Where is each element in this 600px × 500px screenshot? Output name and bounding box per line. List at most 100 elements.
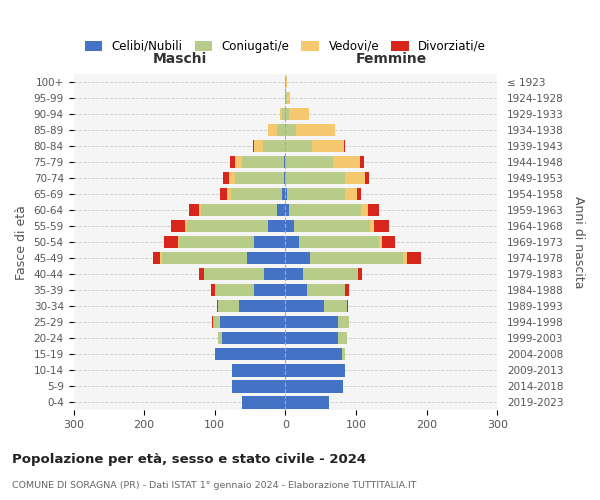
Bar bbox=[218, 332, 222, 344]
Text: Femmine: Femmine bbox=[356, 52, 427, 66]
Bar bbox=[164, 236, 178, 248]
Bar bbox=[286, 108, 289, 120]
Bar bbox=[185, 220, 187, 232]
Bar bbox=[374, 220, 389, 232]
Bar bbox=[296, 124, 335, 136]
Bar bbox=[407, 252, 421, 264]
Bar bbox=[211, 284, 215, 296]
Bar bbox=[217, 300, 218, 312]
Bar bbox=[215, 284, 254, 296]
Bar bbox=[286, 364, 346, 376]
Bar bbox=[303, 268, 358, 280]
Bar bbox=[286, 268, 303, 280]
Bar bbox=[280, 108, 282, 120]
Bar bbox=[199, 204, 200, 216]
Bar bbox=[254, 140, 263, 152]
Bar bbox=[379, 236, 382, 248]
Y-axis label: Anni di nascita: Anni di nascita bbox=[572, 196, 585, 288]
Bar bbox=[239, 300, 286, 312]
Text: Maschi: Maschi bbox=[152, 52, 206, 66]
Bar bbox=[289, 204, 361, 216]
Bar bbox=[286, 92, 287, 104]
Bar bbox=[200, 204, 277, 216]
Bar bbox=[403, 252, 407, 264]
Bar bbox=[232, 364, 286, 376]
Bar bbox=[286, 156, 334, 168]
Bar bbox=[282, 188, 286, 200]
Bar bbox=[286, 204, 289, 216]
Bar bbox=[227, 188, 231, 200]
Bar bbox=[310, 252, 403, 264]
Bar bbox=[286, 332, 338, 344]
Text: COMUNE DI SORAGNA (PR) - Dati ISTAT 1° gennaio 2024 - Elaborazione TUTTITALIA.IT: COMUNE DI SORAGNA (PR) - Dati ISTAT 1° g… bbox=[12, 480, 416, 490]
Bar bbox=[230, 156, 235, 168]
Bar bbox=[154, 252, 160, 264]
Bar bbox=[307, 284, 346, 296]
Bar bbox=[284, 156, 286, 168]
Bar bbox=[242, 156, 284, 168]
Bar bbox=[220, 316, 286, 328]
Bar bbox=[286, 172, 346, 184]
Bar bbox=[218, 300, 239, 312]
Bar bbox=[342, 348, 346, 360]
Bar bbox=[286, 300, 324, 312]
Bar bbox=[286, 252, 310, 264]
Bar bbox=[299, 236, 379, 248]
Bar bbox=[286, 348, 342, 360]
Bar bbox=[268, 220, 286, 232]
Bar bbox=[361, 204, 368, 216]
Bar bbox=[222, 332, 286, 344]
Bar bbox=[334, 156, 360, 168]
Bar bbox=[382, 236, 395, 248]
Bar bbox=[294, 220, 370, 232]
Bar bbox=[358, 268, 362, 280]
Bar bbox=[286, 188, 287, 200]
Bar bbox=[188, 204, 199, 216]
Bar bbox=[179, 236, 254, 248]
Bar bbox=[229, 172, 235, 184]
Bar bbox=[287, 188, 344, 200]
Bar bbox=[264, 268, 286, 280]
Bar bbox=[223, 172, 229, 184]
Bar bbox=[199, 268, 204, 280]
Bar bbox=[215, 348, 286, 360]
Bar bbox=[220, 188, 227, 200]
Bar bbox=[286, 396, 329, 408]
Bar bbox=[344, 188, 358, 200]
Bar bbox=[282, 108, 286, 120]
Y-axis label: Fasce di età: Fasce di età bbox=[15, 205, 28, 280]
Bar bbox=[312, 140, 344, 152]
Bar bbox=[344, 140, 346, 152]
Bar bbox=[324, 300, 347, 312]
Bar bbox=[235, 172, 284, 184]
Bar bbox=[370, 220, 374, 232]
Bar bbox=[286, 124, 296, 136]
Bar bbox=[287, 92, 290, 104]
Bar bbox=[254, 236, 286, 248]
Bar bbox=[365, 172, 368, 184]
Bar bbox=[212, 316, 214, 328]
Bar bbox=[253, 140, 254, 152]
Bar bbox=[284, 172, 286, 184]
Bar bbox=[235, 156, 242, 168]
Bar bbox=[338, 316, 349, 328]
Bar bbox=[263, 140, 286, 152]
Bar bbox=[368, 204, 379, 216]
Bar bbox=[360, 156, 364, 168]
Bar bbox=[268, 124, 277, 136]
Bar bbox=[286, 76, 287, 88]
Bar bbox=[247, 252, 286, 264]
Bar bbox=[277, 124, 286, 136]
Bar bbox=[231, 188, 282, 200]
Bar bbox=[242, 396, 286, 408]
Bar bbox=[347, 300, 348, 312]
Bar bbox=[187, 220, 268, 232]
Bar bbox=[214, 316, 220, 328]
Bar bbox=[277, 204, 286, 216]
Bar bbox=[286, 316, 338, 328]
Bar bbox=[358, 188, 361, 200]
Bar bbox=[286, 220, 294, 232]
Bar bbox=[289, 108, 308, 120]
Bar bbox=[346, 172, 365, 184]
Bar bbox=[232, 380, 286, 392]
